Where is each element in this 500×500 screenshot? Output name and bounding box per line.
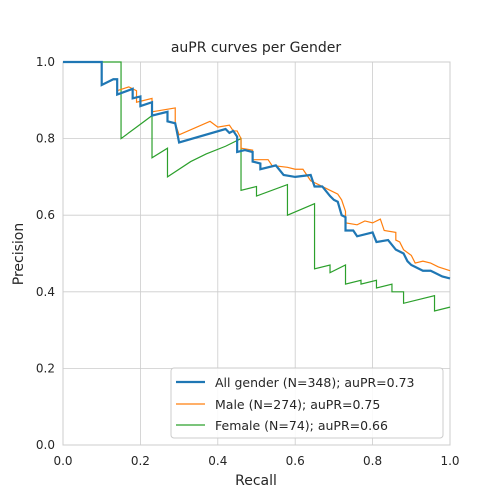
y-tick-label: 0.6 (36, 208, 55, 222)
x-tick-label: 0.8 (363, 454, 382, 468)
x-axis-label: Recall (235, 473, 277, 489)
series-lines (63, 60, 451, 312)
y-tick-label: 0.0 (36, 438, 55, 452)
chart-title: auPR curves per Gender (171, 40, 342, 56)
legend-label-male: Male (N=274); auPR=0.75 (215, 397, 380, 412)
legend-label-female: Female (N=74); auPR=0.66 (215, 418, 388, 433)
x-tick-label: 0.0 (53, 454, 72, 468)
x-tick-label: 0.2 (131, 454, 150, 468)
y-tick-label: 1.0 (36, 55, 55, 69)
y-tick-label: 0.2 (36, 361, 55, 375)
legend-box (170, 367, 444, 439)
series-line-all-gender (63, 60, 451, 280)
tick-labels: 0.0 0.2 0.4 0.6 0.8 1.0 0.0 0.2 0.4 0.6 0.8 1.0 (36, 55, 460, 468)
x-tick-label: 1.0 (440, 454, 459, 468)
legend-label-all-gender: All gender (N=348); auPR=0.73 (215, 375, 415, 390)
x-tick-label: 0.6 (286, 454, 305, 468)
y-axis-label: Precision (11, 223, 27, 285)
plot-frame (62, 61, 451, 446)
x-tick-label: 0.4 (208, 454, 227, 468)
series-line-female (63, 61, 451, 312)
series-line-male (63, 61, 451, 272)
legend: All gender (N=348); auPR=0.73 Male (N=27… (170, 367, 444, 439)
y-tick-label: 0.4 (36, 285, 55, 299)
y-tick-label: 0.8 (36, 132, 55, 146)
